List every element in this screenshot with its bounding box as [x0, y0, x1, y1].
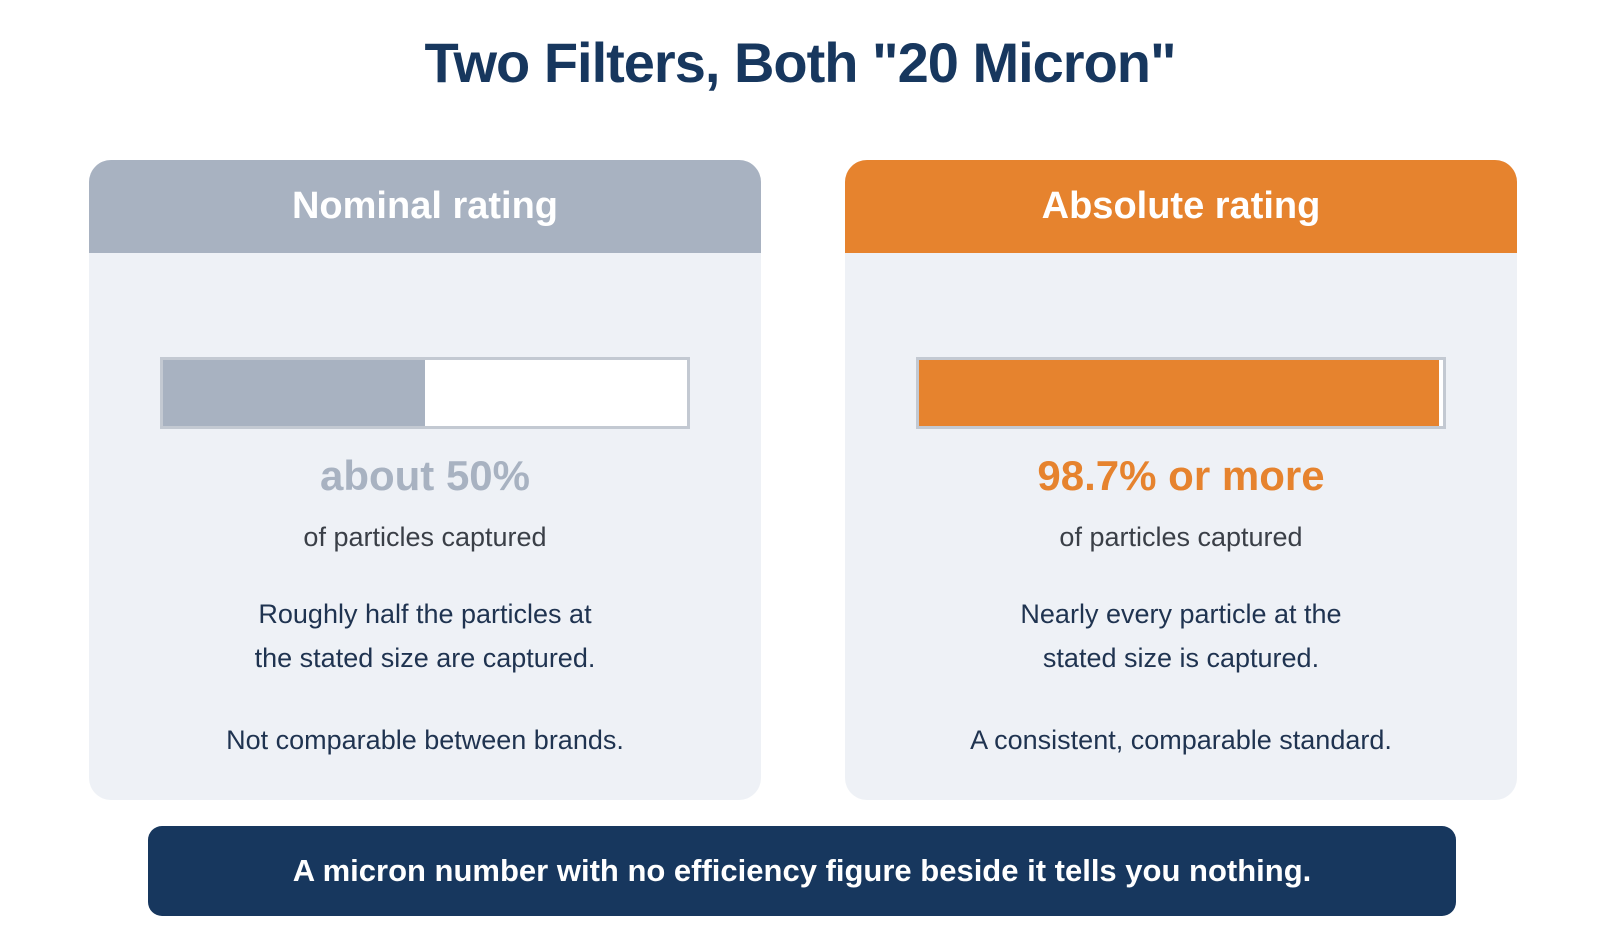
note-absolute: A consistent, comparable standard.: [970, 725, 1392, 755]
description-nominal: Roughly half the particles at the stated…: [89, 592, 761, 680]
nominal-rating-card: Nominal rating about 50% of particles ca…: [89, 160, 761, 800]
card-header-absolute: Absolute rating: [845, 160, 1517, 253]
description-absolute: Nearly every particle at the stated size…: [845, 592, 1517, 680]
capture-bar-absolute: [916, 357, 1446, 429]
page-title: Two Filters, Both "20 Micron": [424, 31, 1176, 94]
capture-sublabel-nominal: of particles captured: [303, 522, 547, 552]
absolute-rating-card: Absolute rating 98.7% or more of particl…: [845, 160, 1517, 800]
capture-bar-fill-nominal: [163, 360, 425, 426]
description-line-2: the stated size are captured.: [254, 643, 596, 673]
summary-banner: A micron number with no efficiency figur…: [148, 826, 1456, 916]
capture-sublabel-absolute: of particles captured: [1059, 522, 1303, 552]
note-nominal: Not comparable between brands.: [226, 725, 624, 755]
description-line-2: stated size is captured.: [1042, 643, 1320, 673]
description-line-1: Roughly half the particles at: [258, 599, 592, 629]
description-line-1: Nearly every particle at the: [1020, 599, 1342, 629]
capture-bar-fill-absolute: [919, 360, 1440, 426]
capture-percent-nominal: about 50%: [319, 452, 531, 499]
card-header-nominal: Nominal rating: [89, 160, 761, 253]
capture-bar-nominal: [160, 357, 690, 429]
capture-percent-absolute: 98.7% or more: [1037, 452, 1325, 499]
